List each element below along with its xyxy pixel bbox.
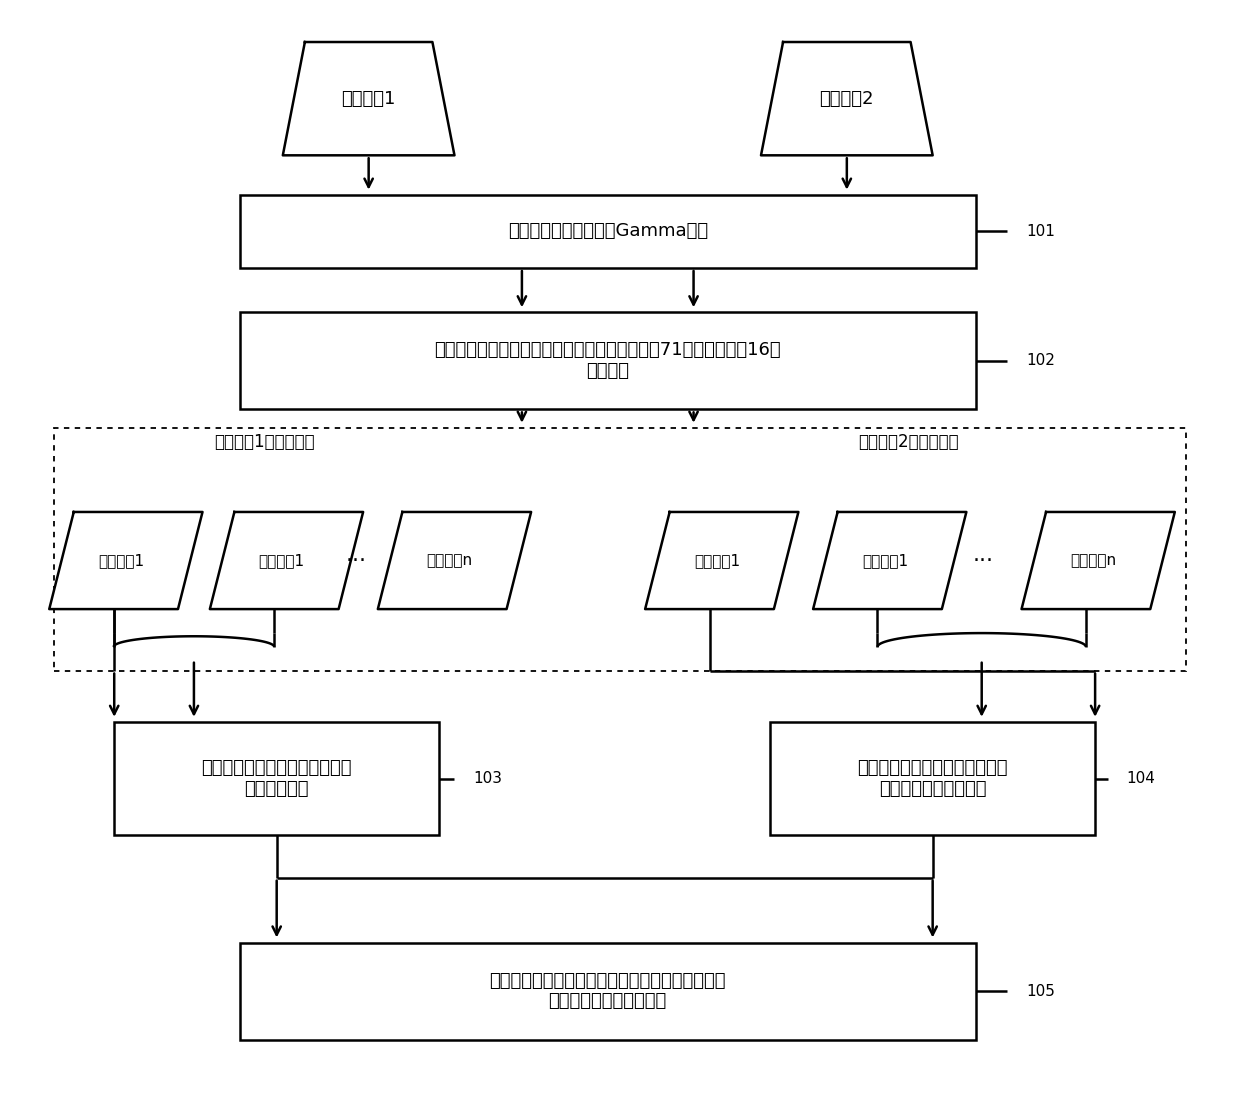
Bar bbox=[239, 313, 976, 410]
Polygon shape bbox=[1022, 512, 1174, 609]
Text: 高频子图n: 高频子图n bbox=[427, 553, 472, 568]
Text: ···: ··· bbox=[346, 551, 367, 571]
Polygon shape bbox=[283, 42, 455, 155]
Text: 高频子图n: 高频子图n bbox=[1070, 553, 1116, 568]
Polygon shape bbox=[813, 512, 966, 609]
Polygon shape bbox=[210, 512, 363, 609]
Text: 对融合后的高、低子图采用非下采样剪切波逆变换
算法得到最终的融合图像: 对融合后的高、低子图采用非下采样剪切波逆变换 算法得到最终的融合图像 bbox=[490, 972, 725, 1011]
Text: ···: ··· bbox=[972, 551, 993, 571]
Text: 采用改进的区域能量算法对低频
子图进行融合: 采用改进的区域能量算法对低频 子图进行融合 bbox=[201, 760, 352, 798]
Bar bbox=[53, 427, 1187, 671]
Text: 101: 101 bbox=[1025, 224, 1055, 239]
Bar bbox=[114, 721, 439, 835]
Text: 医学图傃1分解后图像: 医学图傃1分解后图像 bbox=[215, 433, 315, 450]
Text: 矫正后的医学图像经过非下采样剪切波变换得刐71幅低频子图和16幅
高频子图: 矫正后的医学图像经过非下采样剪切波变换得刐71幅低频子图和16幅 高频子图 bbox=[434, 341, 781, 380]
Polygon shape bbox=[761, 42, 932, 155]
Text: 医学图傃2: 医学图傃2 bbox=[820, 90, 874, 108]
Text: 高频子图1: 高频子图1 bbox=[862, 553, 908, 568]
Text: 医学图傃1: 医学图傃1 bbox=[341, 90, 396, 108]
Text: 医学图傃2分解后图像: 医学图傃2分解后图像 bbox=[858, 433, 959, 450]
Polygon shape bbox=[378, 512, 531, 609]
Text: 105: 105 bbox=[1025, 984, 1055, 999]
Text: 低频子图1: 低频子图1 bbox=[694, 553, 740, 568]
Text: 对获取的医学图像进行Gamma校正: 对获取的医学图像进行Gamma校正 bbox=[507, 222, 708, 240]
Bar bbox=[239, 195, 976, 268]
Bar bbox=[239, 942, 976, 1039]
Text: 104: 104 bbox=[1126, 771, 1156, 786]
Text: 采用改进的脉冲耦合神经网络算
法对高频子图进行融合: 采用改进的脉冲耦合神经网络算 法对高频子图进行融合 bbox=[857, 760, 1008, 798]
Polygon shape bbox=[645, 512, 799, 609]
Polygon shape bbox=[50, 512, 202, 609]
Text: 低频子图1: 低频子图1 bbox=[98, 553, 144, 568]
Bar bbox=[770, 721, 1095, 835]
Text: 103: 103 bbox=[472, 771, 502, 786]
Text: 高频子图1: 高频子图1 bbox=[258, 553, 305, 568]
Text: 102: 102 bbox=[1025, 353, 1055, 368]
